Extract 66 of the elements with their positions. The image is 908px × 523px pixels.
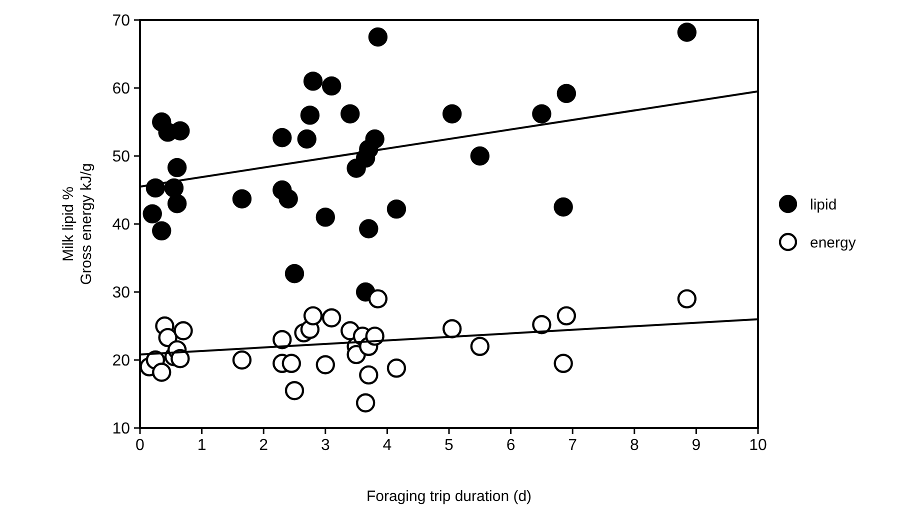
point [282, 354, 302, 373]
point [284, 264, 304, 284]
y-tick-label: 40 [112, 216, 130, 234]
point [386, 199, 406, 219]
point [340, 104, 360, 124]
point [303, 306, 323, 326]
point [232, 189, 252, 208]
y-tick-label: 60 [112, 80, 130, 98]
point [316, 208, 335, 227]
x-tick-label: 9 [692, 437, 701, 454]
point [470, 146, 490, 166]
point [554, 354, 573, 373]
point [167, 158, 187, 178]
x-tick-label: 0 [136, 437, 145, 454]
x-tick-label: 6 [506, 437, 516, 454]
point [368, 27, 388, 47]
point [278, 189, 298, 208]
point [316, 355, 335, 374]
point [152, 362, 172, 382]
point [174, 321, 193, 340]
y-tick-label: 70 [112, 12, 130, 30]
y-axis-title: Milk lipid % Gross energy kJ/g [60, 163, 95, 285]
point [152, 221, 172, 240]
point [272, 128, 292, 148]
y-tick-label: 20 [112, 352, 130, 370]
point [442, 104, 462, 124]
legend-label: energy [810, 234, 856, 252]
point [359, 365, 378, 385]
point [322, 76, 342, 96]
point [142, 204, 162, 224]
y-tick-label: 50 [112, 148, 130, 166]
point [365, 129, 384, 149]
x-tick-label: 4 [382, 437, 392, 454]
x-tick-label: 7 [568, 437, 578, 454]
point [170, 349, 190, 368]
point [556, 84, 576, 104]
point [284, 381, 304, 400]
y-tick-label: 30 [112, 284, 130, 302]
legend-label: lipid [810, 196, 837, 214]
point [356, 393, 376, 412]
x-tick-label: 5 [444, 437, 454, 454]
point [297, 129, 316, 149]
point [386, 358, 406, 378]
x-tick-label: 8 [630, 437, 639, 454]
point [532, 315, 552, 334]
point [272, 330, 292, 350]
y-tick-label: 10 [112, 420, 130, 438]
point [470, 336, 490, 356]
x-tick-label: 10 [749, 437, 767, 454]
x-tick-label: 3 [320, 437, 330, 454]
point [442, 319, 462, 338]
point [677, 289, 697, 308]
point [300, 106, 320, 125]
point [303, 72, 323, 91]
x-tick-label: 2 [259, 437, 268, 454]
point [532, 104, 552, 124]
point [232, 350, 252, 370]
point [359, 219, 378, 238]
x-tick-label: 1 [197, 437, 206, 454]
x-axis-title: Foraging trip duration (d) [366, 488, 532, 505]
point [167, 194, 187, 214]
point [322, 308, 342, 328]
point [554, 197, 573, 217]
point [677, 22, 697, 42]
point [368, 289, 388, 308]
point [556, 306, 576, 326]
